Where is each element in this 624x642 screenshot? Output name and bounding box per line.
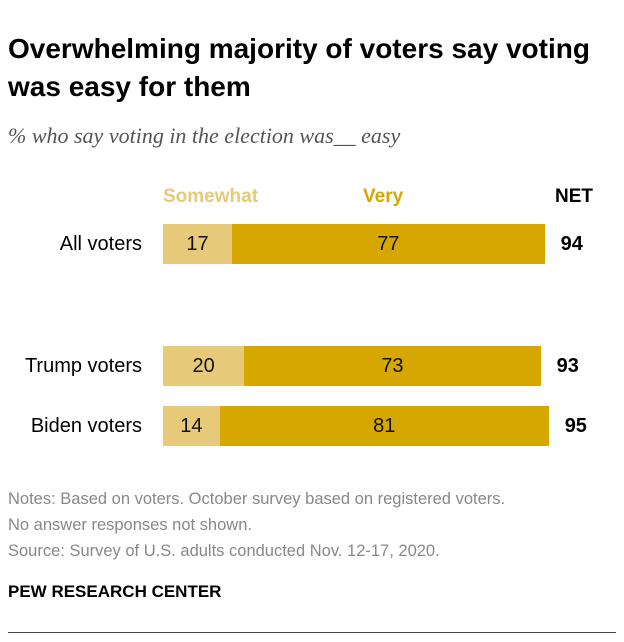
bar-very: 77 [232,224,545,264]
net-value: 94 [560,233,583,255]
bar-somewhat: 14 [163,406,220,446]
bar-very: 81 [219,406,549,446]
bar-somewhat: 17 [163,224,233,264]
divider [8,632,616,633]
net-header: NET [555,186,593,207]
category-label: All voters [59,233,142,255]
category-label: Biden voters [30,415,142,437]
note-2: No answer responses not shown. [8,516,252,534]
chart-subtitle: % who say voting in the election was__ e… [8,123,401,148]
chart-title: Overwhelming majority of voters say voti… [8,33,590,102]
bar-very: 73 [244,346,541,386]
legend-very: Very [363,186,404,207]
pew-logo: PEW RESEARCH CENTER [8,582,222,601]
bar-somewhat: 20 [163,346,245,386]
source: Source: Survey of U.S. adults conducted … [8,542,440,560]
category-label: Trump voters [24,355,142,377]
legend-somewhat: Somewhat [163,186,259,207]
net-value: 95 [564,415,587,437]
note-1: Notes: Based on voters. October survey b… [8,490,506,508]
net-value: 93 [556,355,579,377]
